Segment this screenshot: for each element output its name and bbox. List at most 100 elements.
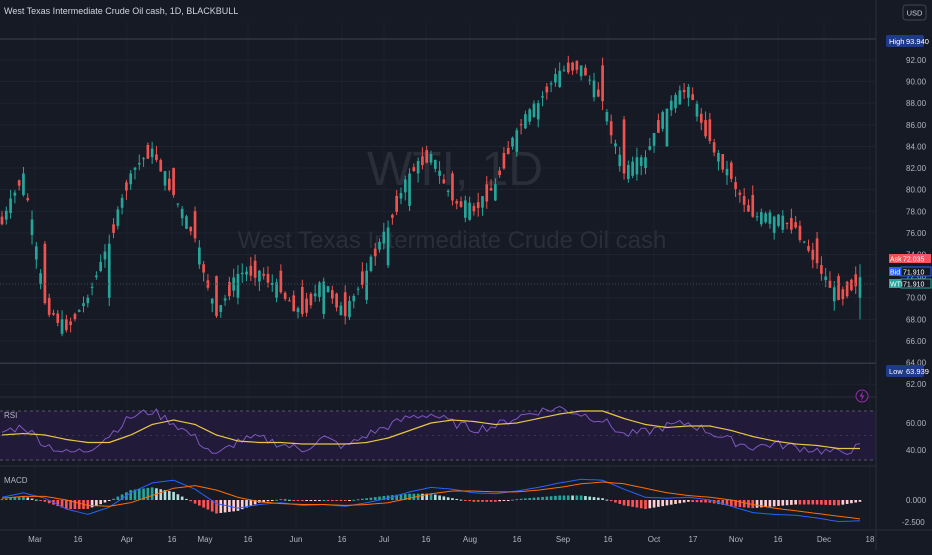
candle-body (785, 222, 789, 224)
macd-histogram-bar (772, 500, 776, 507)
candle-body (755, 216, 759, 218)
macd-histogram-bar (661, 500, 664, 507)
macd-histogram-bar (644, 500, 647, 509)
macd-histogram-bar (532, 497, 536, 500)
candle-body (777, 214, 780, 226)
candle-body (764, 213, 767, 223)
lightning-icon[interactable] (855, 389, 869, 403)
macd-histogram-bar (236, 500, 240, 511)
macd-histogram-bar (837, 500, 840, 506)
candle-body (644, 157, 647, 169)
macd-histogram-bar (708, 500, 712, 503)
candle-body (682, 89, 686, 93)
candle-body (4, 210, 8, 220)
macd-histogram-bar (481, 500, 484, 502)
candle-body (352, 295, 356, 302)
macd-histogram-bar (764, 500, 767, 508)
macd-histogram-bar (502, 500, 506, 501)
candle-body (562, 69, 566, 71)
rsi-panel[interactable] (0, 410, 876, 461)
high-badge-value: 93.940 (906, 37, 929, 46)
ask-badge-bg (889, 254, 901, 263)
macd-histogram-bar (794, 500, 797, 505)
time-tick-label: 16 (168, 535, 177, 544)
time-tick-label: 16 (513, 535, 522, 544)
candle-body (412, 167, 416, 171)
high-badge-label: High (889, 37, 904, 46)
macd-histogram-bar (807, 500, 810, 505)
candle-body (296, 308, 300, 313)
candle-body (30, 219, 34, 236)
price-tick-label: 90.00 (906, 78, 927, 87)
macd-histogram-bar (691, 500, 695, 502)
candle-body (198, 247, 201, 265)
macd-histogram-bar (549, 496, 553, 500)
time-tick-label: 18 (866, 535, 875, 544)
candle-body (459, 201, 463, 207)
candle-body (794, 222, 797, 228)
time-tick-label: Nov (729, 535, 743, 544)
candle-body (712, 142, 716, 153)
chart-header: West Texas Intermediate Crude Oil cash, … (4, 6, 238, 16)
macd-histogram-bar (498, 500, 501, 502)
last-badge-value: 71.910 (903, 282, 925, 289)
low-badge-value: 63.939 (906, 367, 929, 376)
candle-body (575, 60, 579, 70)
macd-histogram-bar (545, 496, 549, 500)
candle-body (708, 119, 712, 142)
candle-body (837, 276, 840, 300)
candle-body (571, 62, 574, 71)
macd-histogram-bar (90, 500, 94, 508)
price-tick-label: 92.00 (906, 56, 927, 65)
macd-histogram-bar (622, 500, 626, 506)
macd-histogram-bar (296, 500, 300, 501)
candle-body (635, 157, 639, 175)
candle-body (163, 171, 167, 186)
macd-histogram-bar (39, 500, 42, 501)
candle-body (665, 108, 669, 147)
price-tick-label: 62.00 (906, 380, 927, 389)
candle-body (802, 241, 806, 243)
macd-histogram-bar (146, 487, 150, 500)
macd-histogram-bar (468, 500, 471, 502)
macd-histogram-bar (584, 496, 587, 500)
macd-histogram-bar (463, 500, 467, 501)
price-tick-label: 84.00 (906, 142, 927, 151)
candle-body (498, 170, 501, 176)
macd-histogram-bar (95, 500, 98, 506)
candle-body (43, 243, 47, 304)
candle-body (416, 161, 420, 174)
candle-body (125, 182, 128, 191)
macd-histogram-bar (832, 500, 836, 506)
macd-histogram-bar (279, 499, 283, 501)
candle-body (429, 154, 433, 163)
candle-body (65, 319, 68, 331)
candle-body (511, 137, 514, 147)
macd-histogram-bar (695, 500, 699, 503)
candle-body (519, 124, 523, 126)
time-axis[interactable]: Mar 16 Apr 16 May 16 Jun 16 Jul 16 Aug 16 Sep 16 Oct 17… (28, 535, 875, 544)
candle-body (82, 303, 85, 307)
macd-histogram-bar (159, 489, 163, 500)
candle-body (365, 270, 368, 300)
candle-body (26, 198, 30, 201)
candle-body (725, 168, 729, 176)
candle-body (391, 214, 394, 218)
macd-histogram-bar (506, 500, 510, 501)
macd-histogram-bar (223, 500, 227, 513)
candle-body (614, 143, 617, 147)
macd-histogram-bar (785, 500, 789, 506)
macd-histogram-bar (172, 491, 175, 500)
macd-panel[interactable] (0, 478, 862, 523)
candle-body (146, 145, 150, 159)
macd-histogram-bar (116, 496, 120, 500)
macd-histogram-bar (129, 490, 133, 500)
candle-body (622, 119, 626, 174)
candle-body (382, 231, 386, 244)
candle-body (112, 224, 115, 233)
price-tick-label: 64.00 (906, 359, 927, 368)
candle-body (326, 286, 330, 293)
currency-button[interactable]: USD (902, 4, 927, 21)
candle-body (592, 80, 596, 98)
